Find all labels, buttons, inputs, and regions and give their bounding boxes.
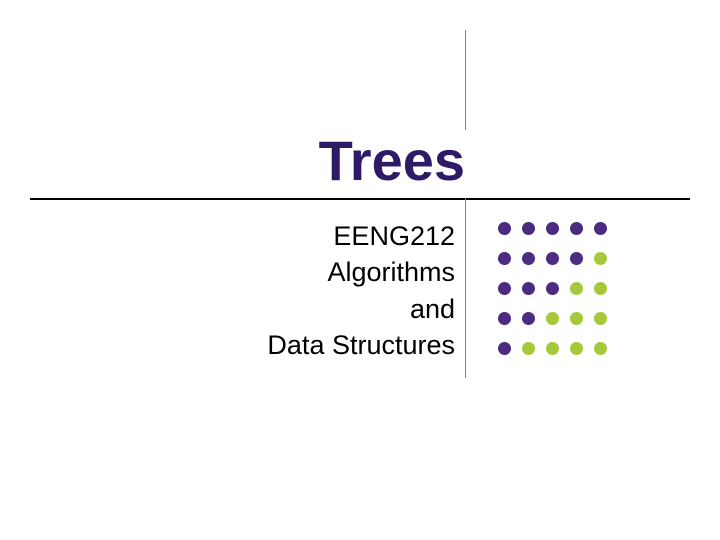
decor-dot <box>594 222 607 235</box>
decor-dot <box>594 342 607 355</box>
decor-dot <box>546 312 559 325</box>
subtitle-line: and <box>267 291 455 327</box>
decor-dot <box>594 312 607 325</box>
subtitle-line: EENG212 <box>267 218 455 254</box>
decor-dot <box>522 282 535 295</box>
decor-dot <box>522 222 535 235</box>
slide-title: Trees <box>319 128 465 193</box>
slide-subtitle: EENG212 Algorithms and Data Structures <box>267 218 455 364</box>
decor-dot <box>570 252 583 265</box>
decor-dot <box>498 222 511 235</box>
decor-dot <box>522 342 535 355</box>
divider-vertical-top <box>465 30 466 130</box>
decor-dot <box>570 312 583 325</box>
decor-dot <box>498 342 511 355</box>
decor-dot <box>594 282 607 295</box>
subtitle-line: Algorithms <box>267 254 455 290</box>
decor-dot <box>546 222 559 235</box>
decor-dot-grid <box>498 222 614 362</box>
decor-dot <box>546 282 559 295</box>
decor-dot <box>594 252 607 265</box>
divider-horizontal <box>30 198 690 200</box>
decor-dot <box>498 252 511 265</box>
decor-dot <box>546 342 559 355</box>
decor-dot <box>546 252 559 265</box>
decor-dot <box>570 342 583 355</box>
subtitle-line: Data Structures <box>267 327 455 363</box>
decor-dot <box>498 282 511 295</box>
decor-dot <box>498 312 511 325</box>
decor-dot <box>522 252 535 265</box>
slide: Trees EENG212 Algorithms and Data Struct… <box>0 0 720 540</box>
decor-dot <box>522 312 535 325</box>
divider-vertical-bottom <box>465 198 466 378</box>
decor-dot <box>570 222 583 235</box>
decor-dot <box>570 282 583 295</box>
